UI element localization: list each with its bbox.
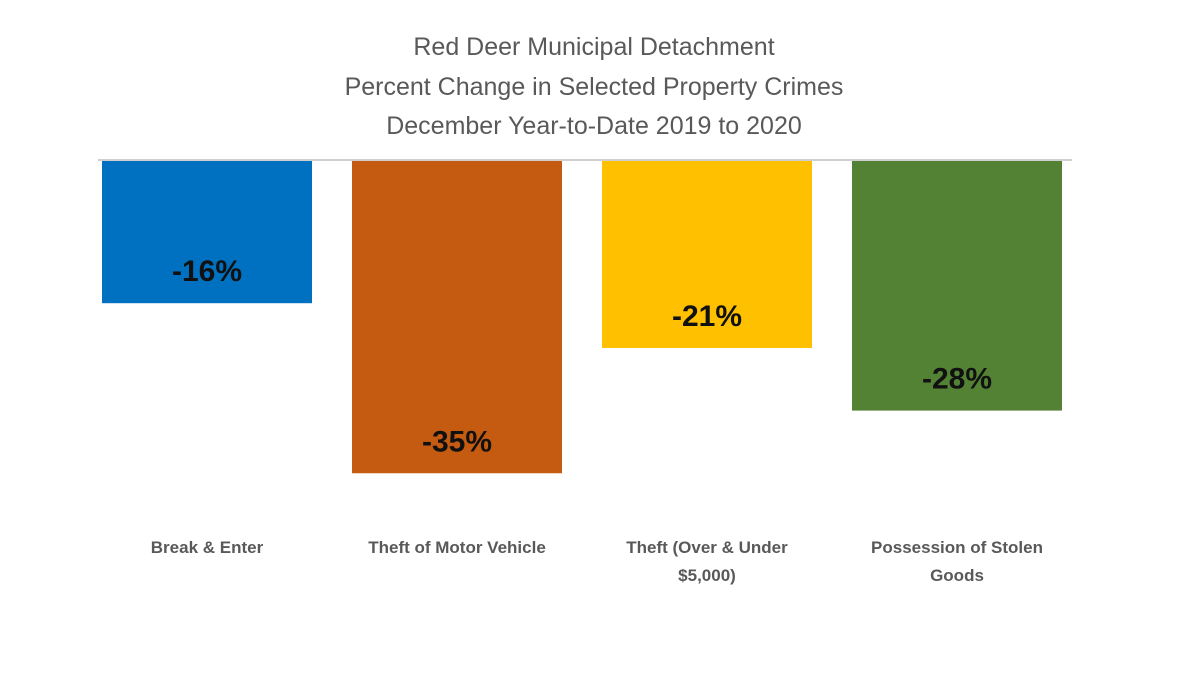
category-label: Theft (Over & Under [626,538,788,557]
chart-title: Red Deer Municipal Detachment Percent Ch… [0,28,1188,147]
title-line-2: Percent Change in Selected Property Crim… [344,72,844,101]
title-line-3: December Year-to-Date 2019 to 2020 [386,112,802,140]
category-label: Theft of Motor Vehicle [368,538,546,557]
data-label: -16% [172,255,242,288]
data-label: -28% [922,363,992,396]
title-line-1: Red Deer Municipal Detachment [413,33,775,61]
bar [352,160,562,474]
data-label: -21% [672,300,742,333]
bar [102,160,312,304]
bar [852,160,1062,411]
bar [602,160,812,348]
category-label: Possession of Stolen [871,538,1043,557]
category-label: Goods [930,566,984,585]
category-label: $5,000) [678,566,736,585]
data-label: -35% [422,425,492,458]
category-label: Break & Enter [151,538,264,557]
